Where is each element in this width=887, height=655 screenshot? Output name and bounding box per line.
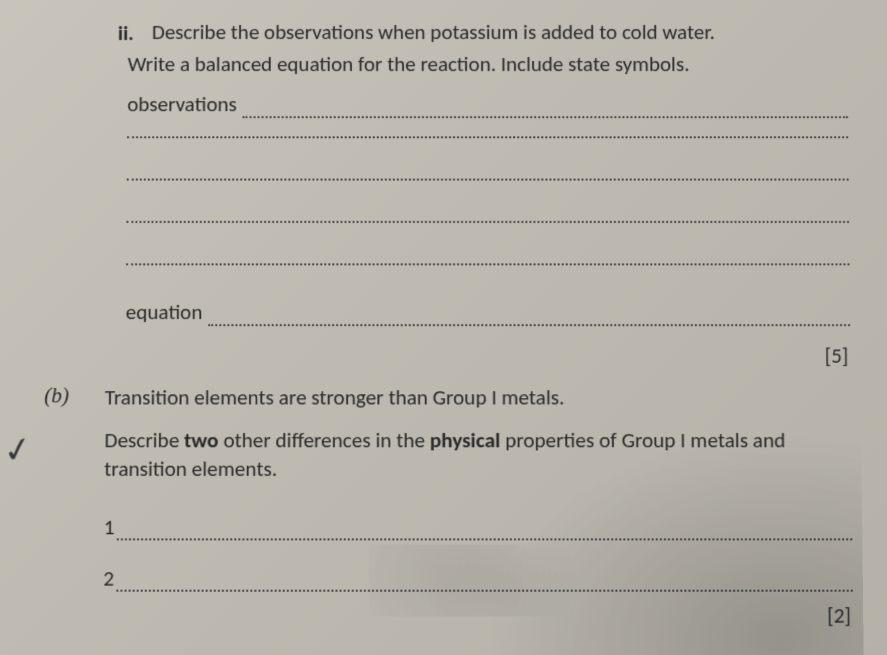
answer-2-label: 2 xyxy=(103,565,114,592)
observations-line: observations xyxy=(127,90,848,118)
observations-label: observations xyxy=(127,90,237,118)
question-ii-prompt-line2: Write a balanced equation for the reacti… xyxy=(128,50,848,78)
qb-prompt-mid: other differences in the xyxy=(218,427,429,454)
question-b-prompt: Describe two other differences in the ph… xyxy=(104,426,831,484)
handwritten-tick-icon: ✓ xyxy=(0,428,35,473)
observations-blank-1[interactable] xyxy=(243,101,848,119)
observations-blank-3[interactable] xyxy=(127,179,849,181)
answer-2-line: 2 xyxy=(103,565,853,592)
equation-line: equation xyxy=(126,298,851,327)
observations-blank-4[interactable] xyxy=(126,221,849,223)
qb-prompt-pre: Describe xyxy=(104,427,184,454)
answer-1-line: 1 xyxy=(104,514,853,541)
qb-prompt-physical: physical xyxy=(430,427,500,454)
question-ii-marks: [5] xyxy=(825,342,849,368)
question-ii-prompt-line1: Describe the observations when potassium… xyxy=(152,18,847,46)
observations-blank-2[interactable] xyxy=(127,136,848,138)
answer-2-blank[interactable] xyxy=(116,574,853,592)
question-ii-label: ii. xyxy=(118,20,134,46)
question-b-label: (b) xyxy=(44,383,69,408)
observations-blank-5[interactable] xyxy=(126,263,849,265)
answer-1-blank[interactable] xyxy=(116,522,852,540)
qb-prompt-two: two xyxy=(184,427,219,454)
equation-label: equation xyxy=(126,298,203,327)
question-b-marks: [2] xyxy=(827,602,851,629)
equation-blank[interactable] xyxy=(208,309,850,327)
worksheet-page: ii. Describe the observations when potas… xyxy=(23,18,863,655)
question-b-intro: Transition elements are stronger than Gr… xyxy=(105,383,851,412)
answer-1-label: 1 xyxy=(104,514,115,541)
